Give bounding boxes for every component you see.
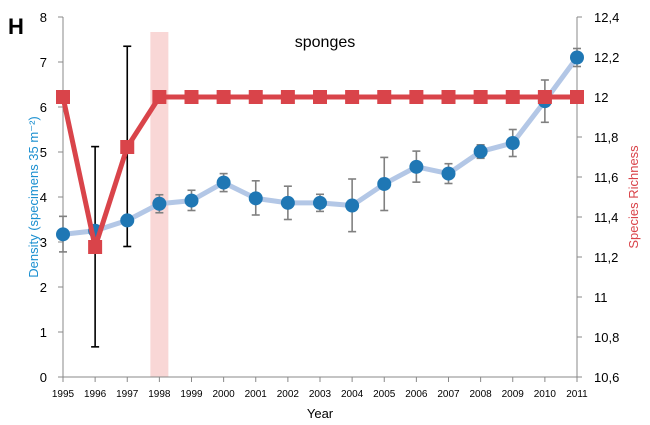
density-point xyxy=(184,193,199,208)
left-tick-label: 0 xyxy=(40,370,47,385)
left-tick-label: 3 xyxy=(40,235,47,250)
density-point xyxy=(473,144,488,159)
right-tick-label: 11,2 xyxy=(594,250,618,265)
chart-title: sponges xyxy=(295,34,356,51)
density-point xyxy=(441,166,456,181)
richness-point xyxy=(88,240,103,254)
x-tick-label: 2002 xyxy=(277,389,300,400)
x-tick-label: 2008 xyxy=(470,389,493,400)
x-axis-title: Year xyxy=(307,406,334,421)
right-axis: 10,6 10,8 11 11,2 11,4 11,6 11,8 12 12,2 12,4 xyxy=(576,10,619,385)
richness-series xyxy=(56,90,584,254)
richness-point xyxy=(152,90,167,104)
richness-point xyxy=(184,90,199,104)
richness-point xyxy=(409,90,424,104)
x-tick-label: 2007 xyxy=(437,389,460,400)
x-tick-label: 2009 xyxy=(502,389,525,400)
x-tick-label: 1999 xyxy=(180,389,203,400)
x-tick-label: 2003 xyxy=(309,389,332,400)
density-point xyxy=(313,195,327,210)
y2-axis-title: Species Richness xyxy=(626,145,641,249)
richness-line xyxy=(60,94,577,250)
richness-point xyxy=(248,90,263,104)
richness-point xyxy=(505,90,520,104)
panel-label: H xyxy=(8,14,24,39)
left-tick-label: 8 xyxy=(40,10,47,25)
right-tick-label: 11,6 xyxy=(594,170,618,185)
richness-point xyxy=(441,90,456,104)
x-axis: 1995 1996 1997 1998 1999 2000 2001 2002 2003 2004… xyxy=(52,376,588,400)
density-point xyxy=(505,136,520,150)
x-tick-label: 2001 xyxy=(245,389,268,400)
richness-point xyxy=(377,90,392,104)
x-tick-label: 2004 xyxy=(341,389,364,400)
x-tick-label: 1998 xyxy=(148,389,171,400)
richness-point xyxy=(216,90,231,104)
richness-point xyxy=(56,90,70,104)
density-point xyxy=(345,198,360,213)
density-point xyxy=(248,191,263,206)
richness-point xyxy=(280,90,295,104)
x-tick-label: 2010 xyxy=(534,389,557,400)
x-tick-label: 2011 xyxy=(566,389,588,400)
density-point xyxy=(120,213,135,228)
density-point xyxy=(409,159,424,174)
richness-point xyxy=(473,90,488,104)
left-axis: 0 1 2 3 4 5 6 7 8 xyxy=(40,10,64,385)
right-tick-label: 10,8 xyxy=(594,330,619,345)
x-tick-label: 2000 xyxy=(213,389,236,400)
right-tick-label: 11,8 xyxy=(594,130,618,145)
x-tick-label: 1997 xyxy=(116,389,139,400)
density-point xyxy=(280,195,295,210)
left-tick-label: 2 xyxy=(40,280,47,295)
left-tick-label: 7 xyxy=(40,55,47,70)
richness-point xyxy=(570,90,584,104)
left-tick-label: 1 xyxy=(40,325,47,340)
density-point xyxy=(216,175,231,190)
x-tick-label: 2005 xyxy=(373,389,396,400)
left-tick-label: 6 xyxy=(40,100,47,115)
right-tick-label: 10,6 xyxy=(594,370,619,385)
x-tick-label: 1995 xyxy=(52,389,75,400)
density-point xyxy=(56,227,70,242)
right-tick-label: 11,4 xyxy=(594,210,618,225)
richness-point xyxy=(120,140,135,154)
right-tick-label: 12 xyxy=(594,90,608,105)
left-tick-label: 5 xyxy=(40,145,47,160)
x-tick-label: 1996 xyxy=(84,389,107,400)
right-tick-label: 12,4 xyxy=(594,10,619,25)
x-tick-label: 2006 xyxy=(405,389,428,400)
density-point xyxy=(377,176,392,191)
density-point xyxy=(570,50,584,65)
y-axis-title: Density (specimens 35 m⁻²) xyxy=(26,116,41,277)
right-tick-label: 11 xyxy=(594,290,608,305)
richness-point xyxy=(345,90,360,104)
left-tick-label: 4 xyxy=(40,190,47,205)
right-tick-label: 12,2 xyxy=(594,50,619,65)
richness-point xyxy=(313,90,327,104)
richness-point xyxy=(537,90,552,104)
density-point xyxy=(152,196,167,211)
